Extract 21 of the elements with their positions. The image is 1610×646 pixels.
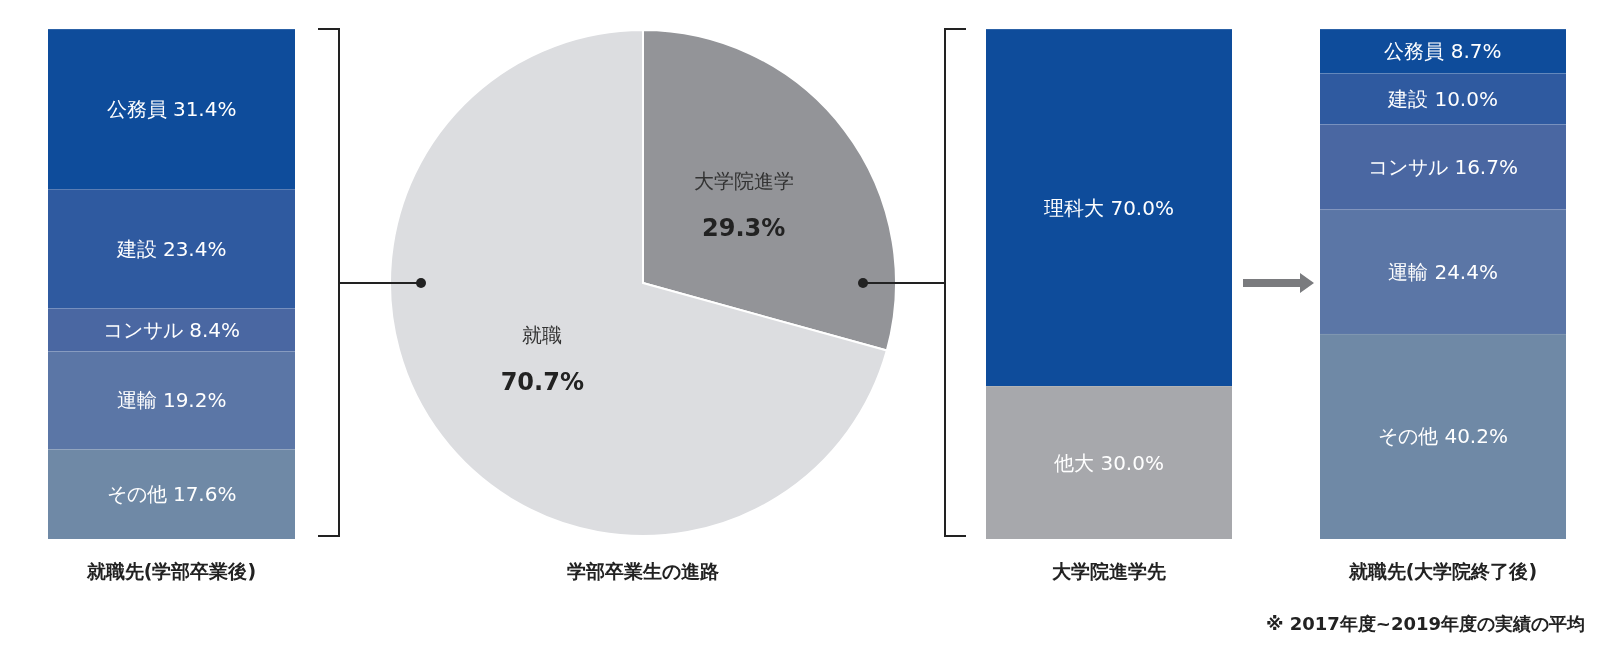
data-label: 他大 30.0%: [1054, 450, 1164, 475]
data-label: 70.7%: [500, 367, 584, 396]
data-label: 公務員 31.4%: [106, 97, 237, 122]
slice-label: 大学院進学: [693, 169, 794, 194]
x-axis-title: 大学院進学先: [1052, 560, 1166, 582]
data-label: 建設 10.0%: [1387, 86, 1498, 111]
data-label: 運輸 19.2%: [116, 388, 227, 413]
slice-label: 就職: [522, 322, 563, 347]
data-label: 建設 23.4%: [115, 236, 227, 261]
data-label: その他 40.2%: [1378, 424, 1508, 449]
data-label: その他 17.6%: [106, 482, 237, 507]
data-label: 理科大 70.0%: [1044, 195, 1174, 220]
data-label: 運輸 24.4%: [1388, 259, 1498, 284]
text: ※ 2017年度~2019年度の実績の平均: [1265, 613, 1585, 634]
data-label: コンサル 8.4%: [102, 317, 241, 342]
data-label: コンサル 16.7%: [1368, 154, 1518, 179]
data-label: 29.3%: [702, 214, 786, 243]
x-axis-title: 就職先(学部卒業後): [85, 560, 257, 582]
data-label: 公務員 8.7%: [1384, 39, 1502, 64]
x-axis-title: 就職先(大学院終了後): [1347, 560, 1538, 582]
text: 学部卒業生の進路: [567, 560, 719, 582]
